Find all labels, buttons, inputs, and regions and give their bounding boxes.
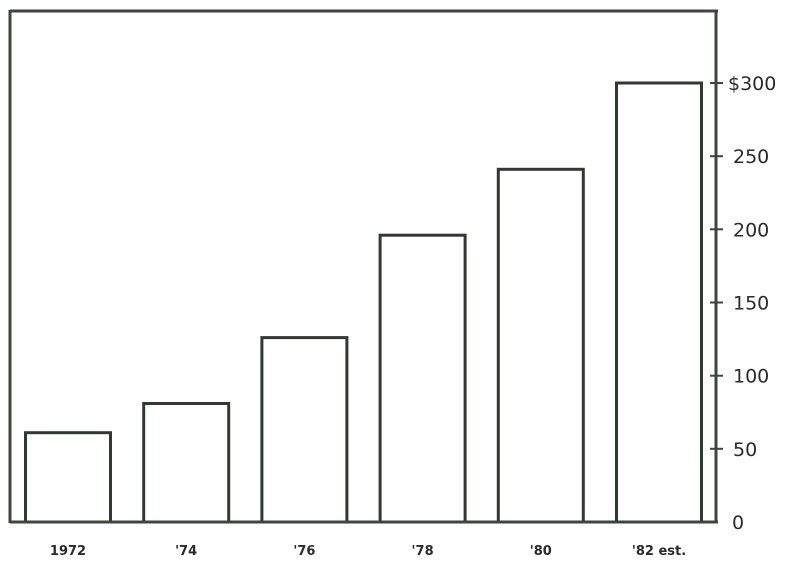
y-tick-label-50: 50 bbox=[733, 439, 757, 461]
x-tick-label-5: '80 bbox=[530, 544, 552, 559]
bars-layer bbox=[24, 81, 703, 524]
x-tick-label-3: '76 bbox=[293, 544, 315, 559]
bar-2 bbox=[142, 402, 231, 524]
y-tick-label-250: 250 bbox=[733, 146, 769, 168]
bar-1 bbox=[24, 431, 112, 524]
bar-5 bbox=[496, 167, 585, 524]
y-tick-label-0: 0 bbox=[732, 512, 744, 534]
y-axis-ticks: 0 50 100 150 200 250 $300 bbox=[710, 73, 776, 534]
y-tick-label-200: 200 bbox=[733, 219, 769, 241]
bar-6 bbox=[615, 81, 703, 524]
y-tick-label-150: 150 bbox=[733, 293, 769, 315]
bar-4 bbox=[378, 233, 467, 524]
bar-3 bbox=[260, 336, 349, 524]
x-tick-label-2: '74 bbox=[175, 544, 197, 559]
x-tick-label-4: '78 bbox=[412, 544, 434, 559]
plot-frame bbox=[8, 9, 718, 524]
x-tick-label-1: 1972 bbox=[50, 544, 86, 559]
y-tick-label-300: $300 bbox=[728, 73, 776, 95]
x-axis-labels: 1972 '74 '76 '78 '80 '82 est. bbox=[50, 544, 686, 559]
x-tick-label-6: '82 est. bbox=[632, 544, 686, 559]
y-tick-label-100: 100 bbox=[733, 366, 769, 388]
